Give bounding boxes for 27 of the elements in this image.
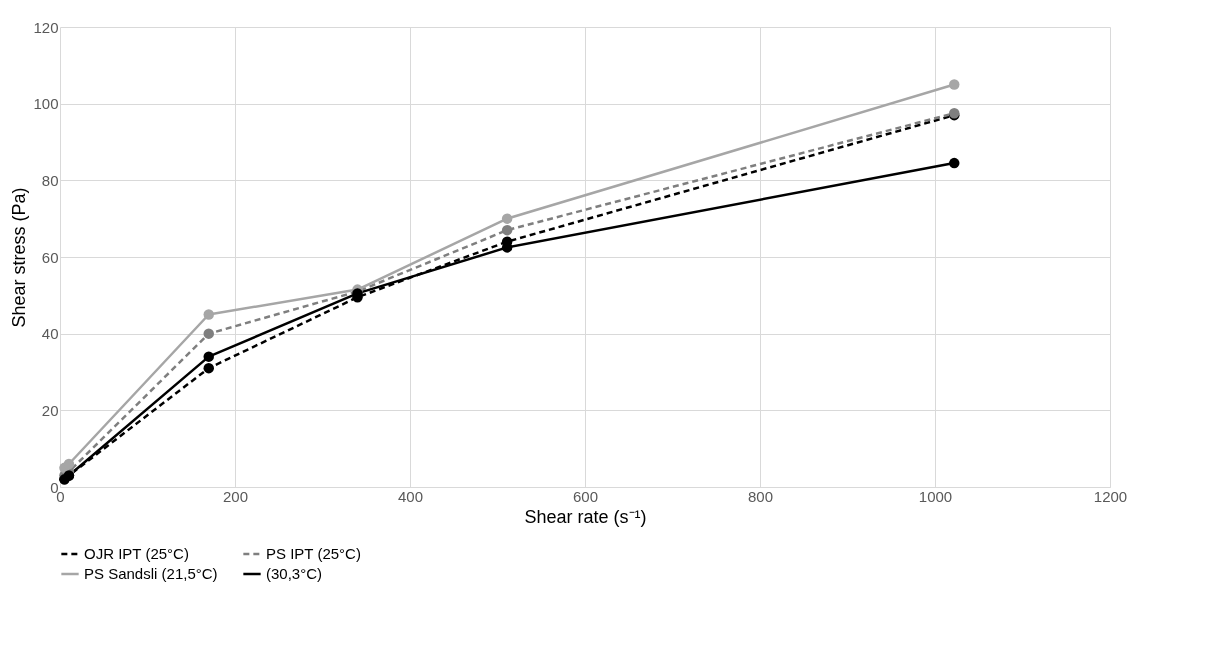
legend-label: PS IPT (25°C)	[266, 545, 361, 562]
x-tick-label: 400	[397, 487, 424, 505]
x-tick-label: 1200	[1093, 487, 1128, 505]
x-tick-label: 1000	[918, 487, 953, 505]
y-tick-label: 20	[41, 401, 59, 419]
y-tick-label: 60	[41, 248, 59, 266]
legend-label: OJR IPT (25°C)	[84, 545, 189, 562]
point	[949, 157, 960, 169]
point	[203, 351, 214, 362]
y-tick-label: 120	[33, 18, 59, 36]
point	[203, 309, 214, 320]
y-tick-label: 100	[33, 95, 59, 113]
point	[203, 362, 214, 374]
legend-label: (30,3°C)	[266, 565, 323, 582]
x-axis-title: Shear rate (s⁻¹)	[524, 506, 647, 527]
y-axis-title: Shear stress (Pa)	[9, 187, 30, 328]
point	[501, 224, 513, 236]
point	[949, 79, 960, 90]
point	[501, 213, 513, 224]
legend-label: PS Sandsli (21,5°C)	[84, 565, 218, 582]
x-tick-label: 600	[572, 487, 599, 505]
point	[203, 328, 214, 339]
x-tick-label: 800	[747, 487, 774, 505]
point	[63, 458, 75, 470]
y-tick-label: 40	[41, 325, 59, 343]
x-tick-label: 200	[222, 487, 249, 505]
y-tick-label: 80	[41, 171, 59, 189]
